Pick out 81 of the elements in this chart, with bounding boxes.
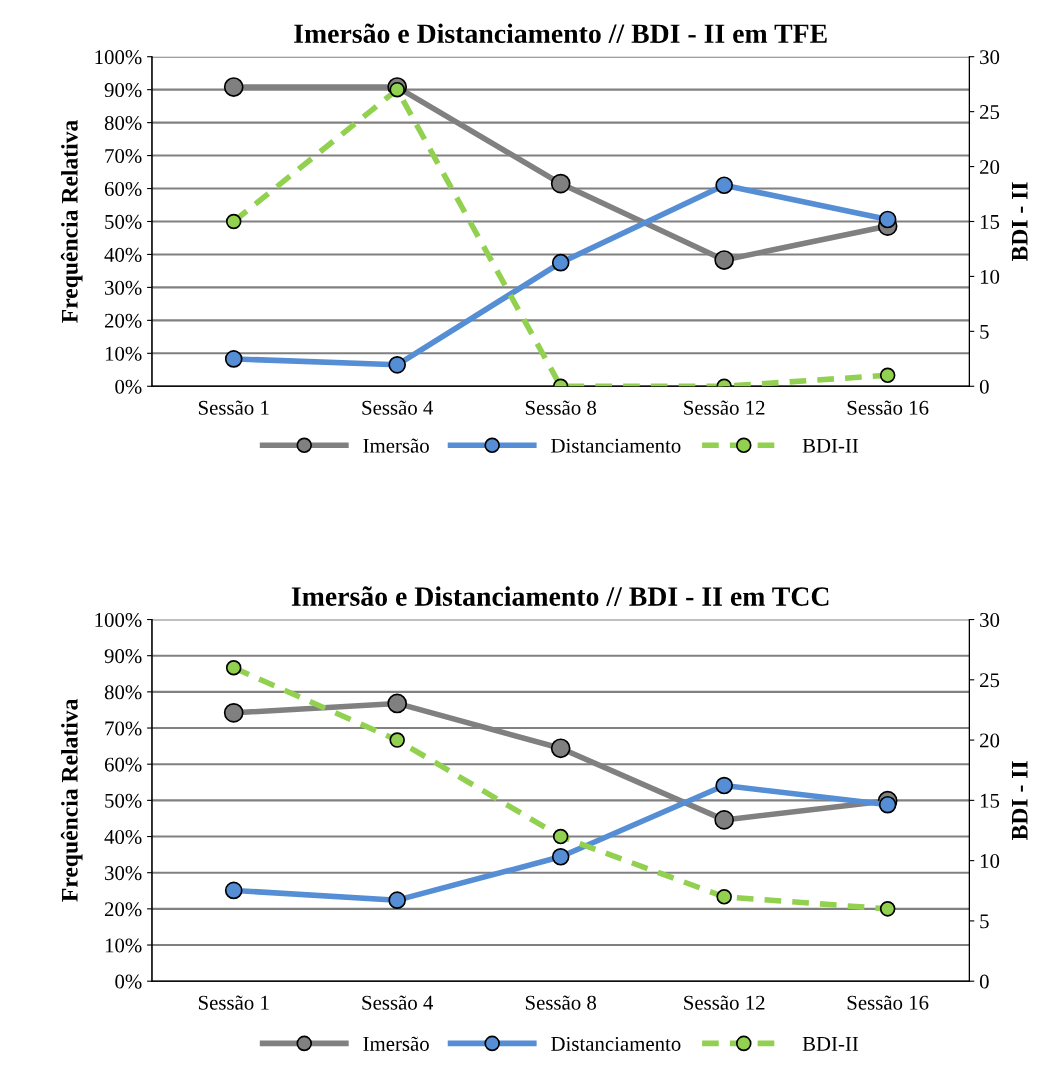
y-tick-label: 50% xyxy=(105,214,142,229)
y-tick-label: 50% xyxy=(105,793,142,808)
point xyxy=(388,356,407,374)
y-tick-label: 20% xyxy=(104,902,142,917)
chart-title: Imersão e Distanciamento // BDI - II em TCC xyxy=(291,586,829,606)
x-tick-label: Sessão 12 xyxy=(684,400,765,415)
legend-label: Imersão xyxy=(363,1036,429,1051)
x-tick-label: Sessão 8 xyxy=(525,400,597,415)
y-tick-label: 10% xyxy=(105,346,142,361)
x-tick-label: Sessão 4 xyxy=(362,995,434,1010)
y-tick-label: 100% xyxy=(95,612,142,628)
y-tick-label: 70% xyxy=(105,721,142,736)
y-tick-label: 0% xyxy=(115,974,142,989)
y-tick-label: 40% xyxy=(104,829,142,845)
x-tick-label: Sessão 4 xyxy=(362,400,434,415)
point xyxy=(716,889,732,905)
y-tick-label: 30% xyxy=(105,866,142,881)
legend-label: BDI-II xyxy=(802,438,859,453)
y2-tick-label: 0 xyxy=(979,379,989,394)
y-tick-label: 70% xyxy=(105,148,142,164)
point xyxy=(878,795,897,814)
y-tick-label: 0% xyxy=(115,379,142,394)
y2-tick-label: 25 xyxy=(980,673,1000,688)
x-tick-label: Sessão 12 xyxy=(684,995,765,1010)
point xyxy=(551,847,570,866)
x-tick-label: Sessão 1 xyxy=(198,400,269,415)
y-tick-label: 60% xyxy=(104,757,142,772)
y-axis-title: Frequência Relativa xyxy=(60,120,83,323)
legend-label: Distanciamento xyxy=(551,1036,681,1051)
y2-tick-label: 10 xyxy=(980,269,1000,284)
point xyxy=(389,732,405,748)
point xyxy=(552,828,569,845)
y2-tick-label: 10 xyxy=(980,854,1000,869)
y-tick-label: 10% xyxy=(105,938,142,953)
point xyxy=(225,659,242,676)
y-axis-title: Frequência Relativa xyxy=(60,698,83,902)
point xyxy=(388,891,407,909)
point xyxy=(879,901,896,917)
point xyxy=(224,350,243,368)
y-tick-label: 20% xyxy=(104,313,142,328)
y-tick-label: 80% xyxy=(104,685,142,700)
point xyxy=(551,253,570,272)
x-tick-label: Sessão 16 xyxy=(847,400,929,415)
legend-label: Distanciamento xyxy=(551,438,681,453)
x-tick-label: Sessão 16 xyxy=(847,995,929,1010)
y-tick-label: 40% xyxy=(104,247,142,262)
y-tick-label: 90% xyxy=(104,83,142,98)
point xyxy=(715,176,733,195)
y2-tick-label: 25 xyxy=(980,105,1000,120)
x-tick-label: Sessão 8 xyxy=(525,995,597,1010)
y2-tick-label: 20 xyxy=(980,733,1000,748)
point xyxy=(223,77,244,97)
y2-tick-label: 30 xyxy=(980,50,1000,65)
y2-axis-title: BDI - II xyxy=(1011,761,1028,840)
legend-label: BDI-II xyxy=(802,1037,859,1051)
point xyxy=(224,881,243,900)
point xyxy=(387,693,408,714)
y2-axis-title: BDI - II xyxy=(1011,182,1028,262)
y-tick-label: 90% xyxy=(104,649,142,664)
y-tick-label: 100% xyxy=(95,50,142,65)
y-tick-label: 60% xyxy=(104,181,142,197)
point xyxy=(715,776,733,795)
point xyxy=(714,250,735,270)
y-tick-label: 30% xyxy=(105,280,142,295)
point xyxy=(714,810,735,830)
y-tick-label: 80% xyxy=(104,116,142,131)
point xyxy=(878,210,897,229)
y2-tick-label: 5 xyxy=(980,324,989,339)
y2-tick-label: 15 xyxy=(980,214,1000,229)
point xyxy=(223,702,244,723)
chart-title: Imersão e Distanciamento // BDI - II em TFE xyxy=(294,23,827,44)
point xyxy=(225,213,242,230)
y2-tick-label: 15 xyxy=(980,793,1000,808)
y2-tick-label: 20 xyxy=(980,159,1000,174)
point xyxy=(550,173,571,194)
y2-tick-label: 30 xyxy=(980,612,1000,627)
y2-tick-label: 5 xyxy=(980,914,989,929)
x-tick-label: Sessão 1 xyxy=(198,995,269,1010)
legend-label: Imersão xyxy=(363,438,429,453)
point xyxy=(550,738,571,759)
y2-tick-label: 0 xyxy=(979,974,989,989)
